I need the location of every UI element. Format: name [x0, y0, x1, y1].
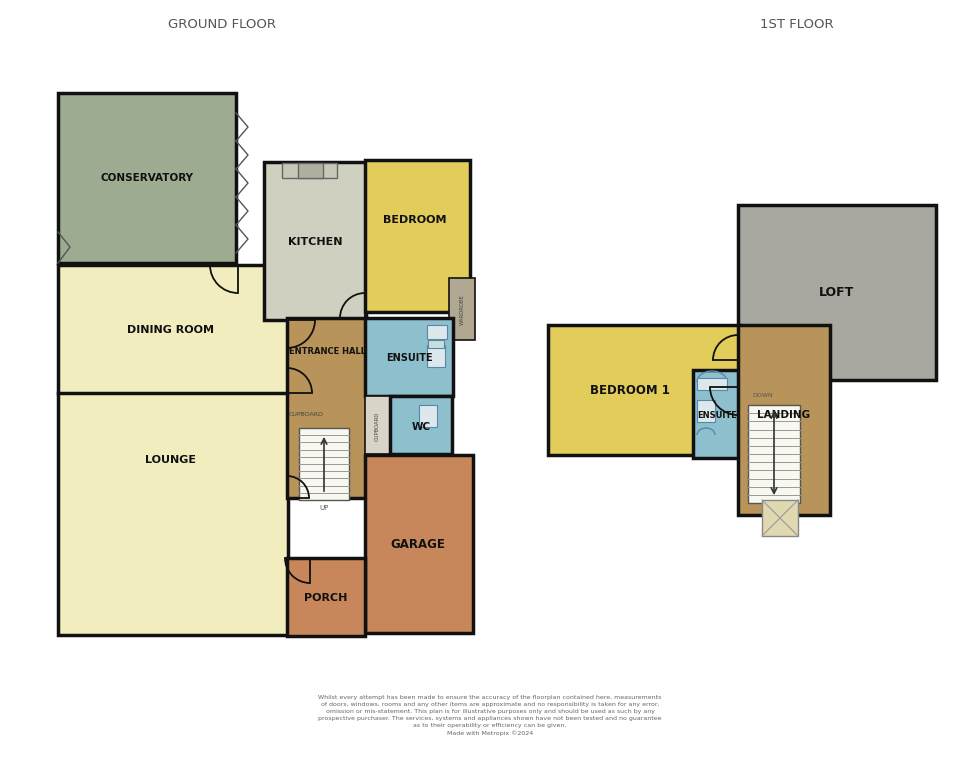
Bar [58, 93, 236, 263]
Text: BEDROOM: BEDROOM [383, 215, 447, 225]
Bar [419, 405, 437, 427]
Bar [697, 378, 727, 390]
Text: CUPBOARD: CUPBOARD [289, 412, 323, 418]
Text: PORCH: PORCH [305, 593, 348, 603]
Text: 1ST FLOOR: 1ST FLOOR [760, 18, 834, 32]
Bar [738, 325, 830, 515]
Text: DOWN: DOWN [752, 393, 773, 398]
Bar [299, 428, 349, 500]
Bar [365, 455, 473, 633]
Bar [427, 325, 447, 339]
Text: ENTRANCE HALL: ENTRANCE HALL [288, 347, 366, 356]
Bar [748, 405, 800, 503]
Bar [264, 162, 366, 320]
Text: GARAGE: GARAGE [391, 538, 446, 552]
Bar [738, 205, 936, 380]
Bar [427, 345, 445, 367]
Bar [365, 160, 470, 312]
Bar [693, 370, 741, 458]
Bar [298, 163, 323, 178]
Text: KITCHEN: KITCHEN [288, 237, 342, 247]
Text: CONSERVATORY: CONSERVATORY [101, 173, 193, 183]
Bar [58, 265, 288, 635]
Bar [390, 396, 452, 454]
Text: BEDROOM 1: BEDROOM 1 [590, 384, 670, 396]
Bar [449, 278, 475, 340]
Text: Whilst every attempt has been made to ensure the accuracy of the floorplan conta: Whilst every attempt has been made to en… [318, 695, 662, 736]
Text: ENSUITE: ENSUITE [386, 353, 432, 363]
Text: GROUND FLOOR: GROUND FLOOR [168, 18, 276, 32]
Bar [287, 558, 365, 636]
Text: ENSUITE: ENSUITE [697, 411, 737, 419]
Bar [282, 163, 337, 178]
Bar [365, 396, 390, 454]
Text: WC: WC [412, 422, 430, 432]
Text: WARDROBE: WARDROBE [460, 295, 465, 325]
Bar [365, 318, 453, 396]
Bar [762, 500, 798, 536]
Text: UP: UP [319, 505, 328, 511]
Bar [428, 340, 444, 348]
Text: LOUNGE: LOUNGE [144, 455, 195, 465]
Text: LOFT: LOFT [818, 286, 854, 299]
Bar [548, 325, 740, 455]
Text: LANDING: LANDING [758, 410, 810, 420]
Bar [697, 400, 715, 422]
Text: DINING ROOM: DINING ROOM [126, 325, 214, 335]
Bar [287, 318, 367, 498]
Text: CUPBOARD: CUPBOARD [374, 412, 379, 440]
